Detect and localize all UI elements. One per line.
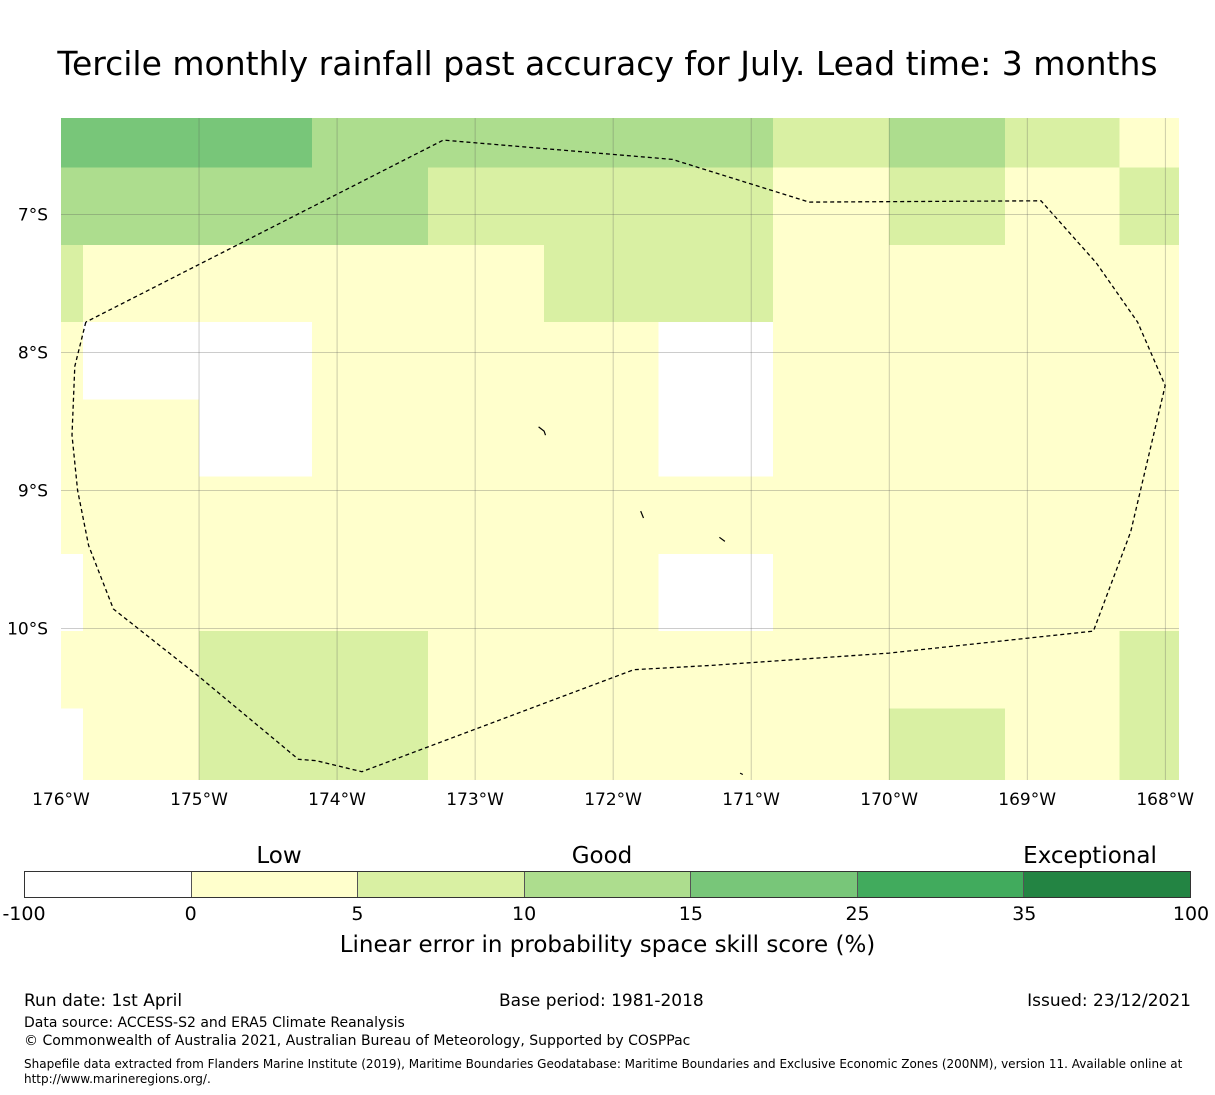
grid-cell xyxy=(1005,167,1120,245)
grid-cells-layer xyxy=(61,118,1179,780)
colorbar-tick-label: 35 xyxy=(1012,903,1037,925)
grid-cell xyxy=(83,553,659,632)
island-outline xyxy=(719,536,726,542)
run-date: Run date: 1st April xyxy=(24,991,183,1011)
gridlines-layer xyxy=(61,118,1179,780)
islands-layer xyxy=(538,426,744,776)
eez-boundary-line xyxy=(71,139,1166,773)
grid-cell xyxy=(658,553,774,632)
grid-cell xyxy=(658,322,774,477)
lon-tick-label: 168°W xyxy=(1136,790,1194,810)
colorbar-tick-label: 10 xyxy=(512,903,537,925)
lat-tick-label: 9°S xyxy=(18,481,48,501)
base-period: Base period: 1981-2018 xyxy=(499,991,704,1011)
lon-tick-label: 172°W xyxy=(584,790,642,810)
grid-cell xyxy=(1119,167,1179,245)
colorbar-segment xyxy=(1024,872,1191,897)
grid-cell xyxy=(1005,708,1120,780)
grid-cell xyxy=(61,631,200,709)
grid-cell xyxy=(61,167,429,245)
lon-tick-label: 171°W xyxy=(722,790,780,810)
lon-tick-label: 170°W xyxy=(860,790,918,810)
issued-date: Issued: 23/12/2021 xyxy=(1027,991,1191,1011)
lon-tick-label: 173°W xyxy=(446,790,504,810)
colorbar-tick-label: 15 xyxy=(678,903,703,925)
grid-cell xyxy=(773,322,1179,477)
grid-cell xyxy=(1119,708,1179,780)
lat-tick-label: 10°S xyxy=(7,619,48,639)
grid-cell xyxy=(544,244,774,323)
colorbar-segment xyxy=(191,872,359,897)
grid-cell xyxy=(199,118,313,168)
colorbar-tick-label: 25 xyxy=(845,903,870,925)
data-source: Data source: ACCESS-S2 and ERA5 Climate … xyxy=(24,1015,405,1031)
lon-tick-label: 175°W xyxy=(170,790,228,810)
shapefile-note: Shapefile data extracted from Flanders M… xyxy=(24,1057,1183,1086)
class-label-exceptional: Exceptional xyxy=(1023,843,1157,869)
grid-cell xyxy=(773,553,1179,632)
rainfall-accuracy-map: 176°W 175°W 174°W 173°W 172°W 171°W 170°W 169°W… xyxy=(7,118,1194,810)
grid-cell xyxy=(773,167,890,245)
colorbar-segment xyxy=(857,872,1025,897)
grid-cell xyxy=(1005,118,1120,168)
copyright: © Commonwealth of Australia 2021, Austra… xyxy=(24,1033,691,1049)
colorbar-segment xyxy=(358,872,525,897)
grid-cell xyxy=(1119,631,1179,709)
grid-cell xyxy=(83,708,200,780)
grid-cell xyxy=(61,708,84,780)
lon-tick-label: 169°W xyxy=(998,790,1056,810)
grid-cell xyxy=(61,244,84,323)
grid-cell xyxy=(889,118,1006,168)
colorbar-tick-label: 0 xyxy=(184,903,197,925)
island-outline xyxy=(640,510,645,519)
grid-cell xyxy=(312,118,774,168)
grid-cell xyxy=(61,322,84,400)
grid-cell xyxy=(312,322,659,477)
lat-tick-label: 8°S xyxy=(18,343,48,363)
grid-cell xyxy=(61,118,200,168)
colorbar-segment xyxy=(691,872,858,897)
grid-cell xyxy=(428,631,1120,709)
colorbar-segment xyxy=(524,872,692,897)
island-outline xyxy=(538,426,547,436)
grid-cell xyxy=(428,708,890,780)
lon-tick-label: 174°W xyxy=(308,790,366,810)
class-label-low: Low xyxy=(256,843,302,869)
grid-cell xyxy=(61,476,1179,554)
grid-cell xyxy=(61,399,200,477)
axis-tick-labels: 176°W 175°W 174°W 173°W 172°W 171°W 170°W 169°W… xyxy=(7,206,1194,810)
grid-cell xyxy=(199,322,313,477)
map-title: Tercile monthly rainfall past accuracy f… xyxy=(57,44,1158,83)
grid-cell xyxy=(199,631,429,709)
colorbar-segment xyxy=(25,872,192,897)
grid-cell xyxy=(83,322,200,400)
colorbar xyxy=(24,871,1191,898)
grid-cell xyxy=(83,244,545,323)
grid-cell xyxy=(889,708,1006,780)
eez-boundary-layer xyxy=(71,139,1166,773)
grid-cell xyxy=(889,167,1006,245)
colorbar-tick-label: -100 xyxy=(2,903,46,925)
lat-tick-label: 7°S xyxy=(18,206,48,226)
grid-cell xyxy=(61,553,84,632)
colorbar-tick-label: 5 xyxy=(351,903,364,925)
colorbar-tick-label: 100 xyxy=(1172,903,1210,925)
grid-cell xyxy=(199,708,429,780)
grid-cell xyxy=(428,167,774,245)
lon-tick-label: 176°W xyxy=(32,790,90,810)
grid-cell xyxy=(773,118,890,168)
island-outline xyxy=(739,772,744,776)
colorbar-axis-label: Linear error in probability space skill … xyxy=(339,932,876,958)
class-label-good: Good xyxy=(571,843,633,869)
grid-cell xyxy=(1119,118,1179,168)
grid-cell xyxy=(773,244,1179,323)
